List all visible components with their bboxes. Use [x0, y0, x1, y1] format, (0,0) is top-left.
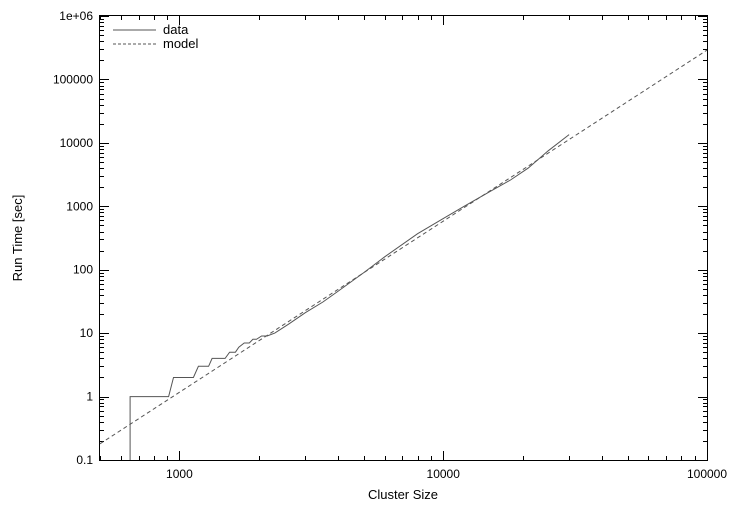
y-tick-label: 1e+06 [59, 9, 93, 23]
x-axis-title: Cluster Size [368, 487, 438, 502]
x-tick-label: 1000 [166, 467, 193, 481]
tick-labels: 0.1 1 10 100 1000 10000 100000 1e+06 1000 10000 10… [53, 9, 727, 481]
series-model-line [99, 49, 708, 445]
x-tick-label: 10000 [427, 467, 461, 481]
y-axis-title: Run Time [sec] [10, 195, 25, 282]
series-data-line [129, 134, 570, 460]
y-tick-label: 1 [86, 390, 93, 404]
y-tick-label: 10000 [60, 136, 94, 150]
y-tick-label: 10 [80, 326, 94, 340]
y-tick-label: 0.1 [76, 453, 93, 467]
x-tick-label: 100000 [687, 467, 727, 481]
legend: data model [113, 22, 199, 51]
axis-ticks [100, 16, 708, 461]
plot-frame [99, 15, 708, 461]
y-tick-label: 100000 [53, 72, 93, 86]
y-tick-label: 1000 [66, 199, 93, 213]
legend-label-model: model [163, 36, 199, 51]
series-layer [99, 49, 708, 460]
legend-label-data: data [163, 22, 189, 37]
y-tick-label: 100 [73, 263, 93, 277]
